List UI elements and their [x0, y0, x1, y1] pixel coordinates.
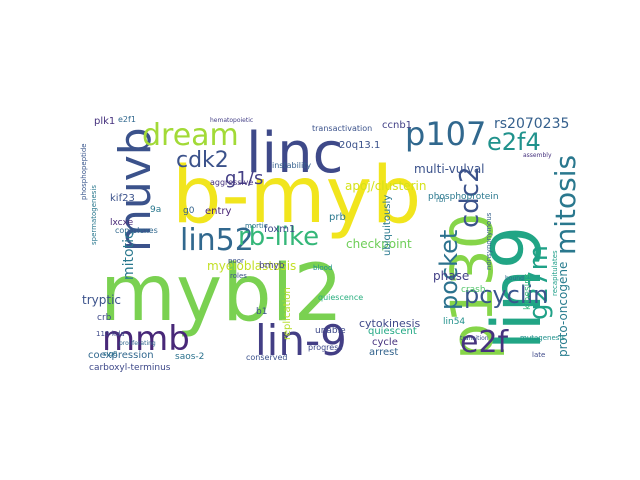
cloud-word: kif23: [110, 193, 135, 204]
cloud-word: spermatogenesis: [90, 185, 98, 245]
cloud-word: bound: [505, 275, 524, 282]
cloud-word: plk1: [94, 116, 115, 127]
cloud-word: arrest: [369, 347, 398, 358]
cloud-word: assembly: [523, 152, 552, 159]
cloud-word: b1: [256, 307, 267, 317]
cloud-word: blood: [313, 264, 332, 272]
cloud-word: prb: [329, 212, 346, 223]
cloud-word: conserved: [246, 353, 287, 362]
cloud-word: cdc2: [455, 166, 485, 228]
cloud-word: lin9: [478, 226, 557, 350]
cloud-word: ccnb1: [382, 120, 412, 131]
cloud-word: mybl2: [100, 249, 343, 339]
cloud-word: g1/s: [225, 168, 263, 189]
cloud-word: poor: [228, 257, 244, 265]
cloud-word: quiescent: [368, 326, 417, 337]
cloud-word: phase: [433, 269, 469, 283]
cloud-word: p130: [438, 212, 506, 360]
cloud-word: coexpression: [88, 350, 154, 361]
cloud-word: linc: [246, 121, 343, 186]
cloud-word: aggressive: [210, 178, 253, 187]
cloud-word: lxcxe: [110, 218, 134, 228]
cloud-word: g27m: [524, 245, 554, 320]
cloud-word: cdk2: [176, 148, 229, 173]
cloud-word: crb: [97, 313, 112, 323]
cloud-word: 20q13.1: [339, 140, 380, 151]
cloud-word: mortic: [245, 222, 268, 230]
cloud-word: sig8: [103, 350, 118, 358]
cloud-word: saos-2: [175, 352, 204, 362]
cloud-word: late: [532, 351, 545, 359]
cloud-word: transition: [460, 335, 489, 342]
cloud-word: e2f: [460, 325, 510, 360]
cloud-word: mutagenesis: [520, 334, 565, 342]
cloud-word: dream: [142, 118, 239, 153]
cloud-word: myeloblastosis: [207, 259, 296, 273]
cloud-word: e2f1: [118, 115, 136, 124]
cloud-word: rbl: [436, 196, 445, 204]
cloud-word: rs2070235: [494, 116, 569, 132]
cloud-word: 9a: [150, 205, 161, 215]
cloud-word: checkpoint: [346, 237, 412, 251]
cloud-word: tryptic: [82, 293, 121, 307]
cloud-word: progress: [308, 343, 343, 352]
cloud-word: 110-kda: [96, 330, 125, 338]
cloud-word: complexes: [115, 226, 158, 235]
cloud-word: muvb: [110, 127, 161, 252]
cloud-word: mitotic: [121, 231, 137, 280]
cloud-word: crash: [461, 285, 486, 295]
cloud-word: lin-9: [255, 316, 347, 365]
cloud-word: cytokinesis: [359, 317, 421, 330]
cloud-word: transactivation: [312, 124, 372, 133]
cloud-word: replication: [282, 287, 293, 340]
cloud-word: roles: [230, 272, 247, 280]
cloud-word: hematopoietic: [210, 117, 253, 124]
cloud-word: phosphopeptide: [80, 143, 88, 200]
cloud-word: cycle: [372, 337, 398, 348]
cloud-word: mmb: [102, 319, 190, 359]
cloud-word: e2f4: [487, 128, 541, 156]
cloud-word: entry: [205, 206, 232, 217]
cloud-word: unable: [315, 326, 346, 336]
cloud-word: mitosis: [549, 155, 582, 255]
cloud-word: rb-like: [238, 222, 319, 252]
cloud-word: apoj/clusterin: [345, 179, 426, 193]
cloud-word: lin52: [180, 223, 254, 258]
cloud-word: bmyb: [259, 261, 285, 271]
cloud-word: recapitulates: [551, 250, 559, 296]
cloud-word: proliferating: [119, 340, 156, 347]
cloud-word: phosphoprotein: [428, 192, 499, 202]
cloud-word: p107: [405, 115, 486, 153]
cloud-word: kinesins: [523, 273, 533, 310]
cloud-word: quiescence: [318, 293, 363, 302]
cloud-word: ubiquitously: [382, 195, 393, 256]
cloud-word: carboxyl-terminus: [89, 363, 171, 373]
cloud-word: pcyclin: [464, 281, 548, 309]
cloud-word: nonsynonymous: [485, 212, 493, 270]
cloud-word: multi-vulval: [414, 162, 485, 176]
cloud-word: proto-oncogene: [556, 262, 570, 357]
cloud-word: instability: [272, 161, 311, 170]
cloud-word: foxm1: [264, 224, 295, 235]
cloud-word: g0: [183, 206, 195, 216]
cloud-word: b-myb: [172, 151, 421, 241]
cloud-word: pocket: [435, 230, 463, 310]
cloud-word: lin54: [443, 317, 465, 327]
